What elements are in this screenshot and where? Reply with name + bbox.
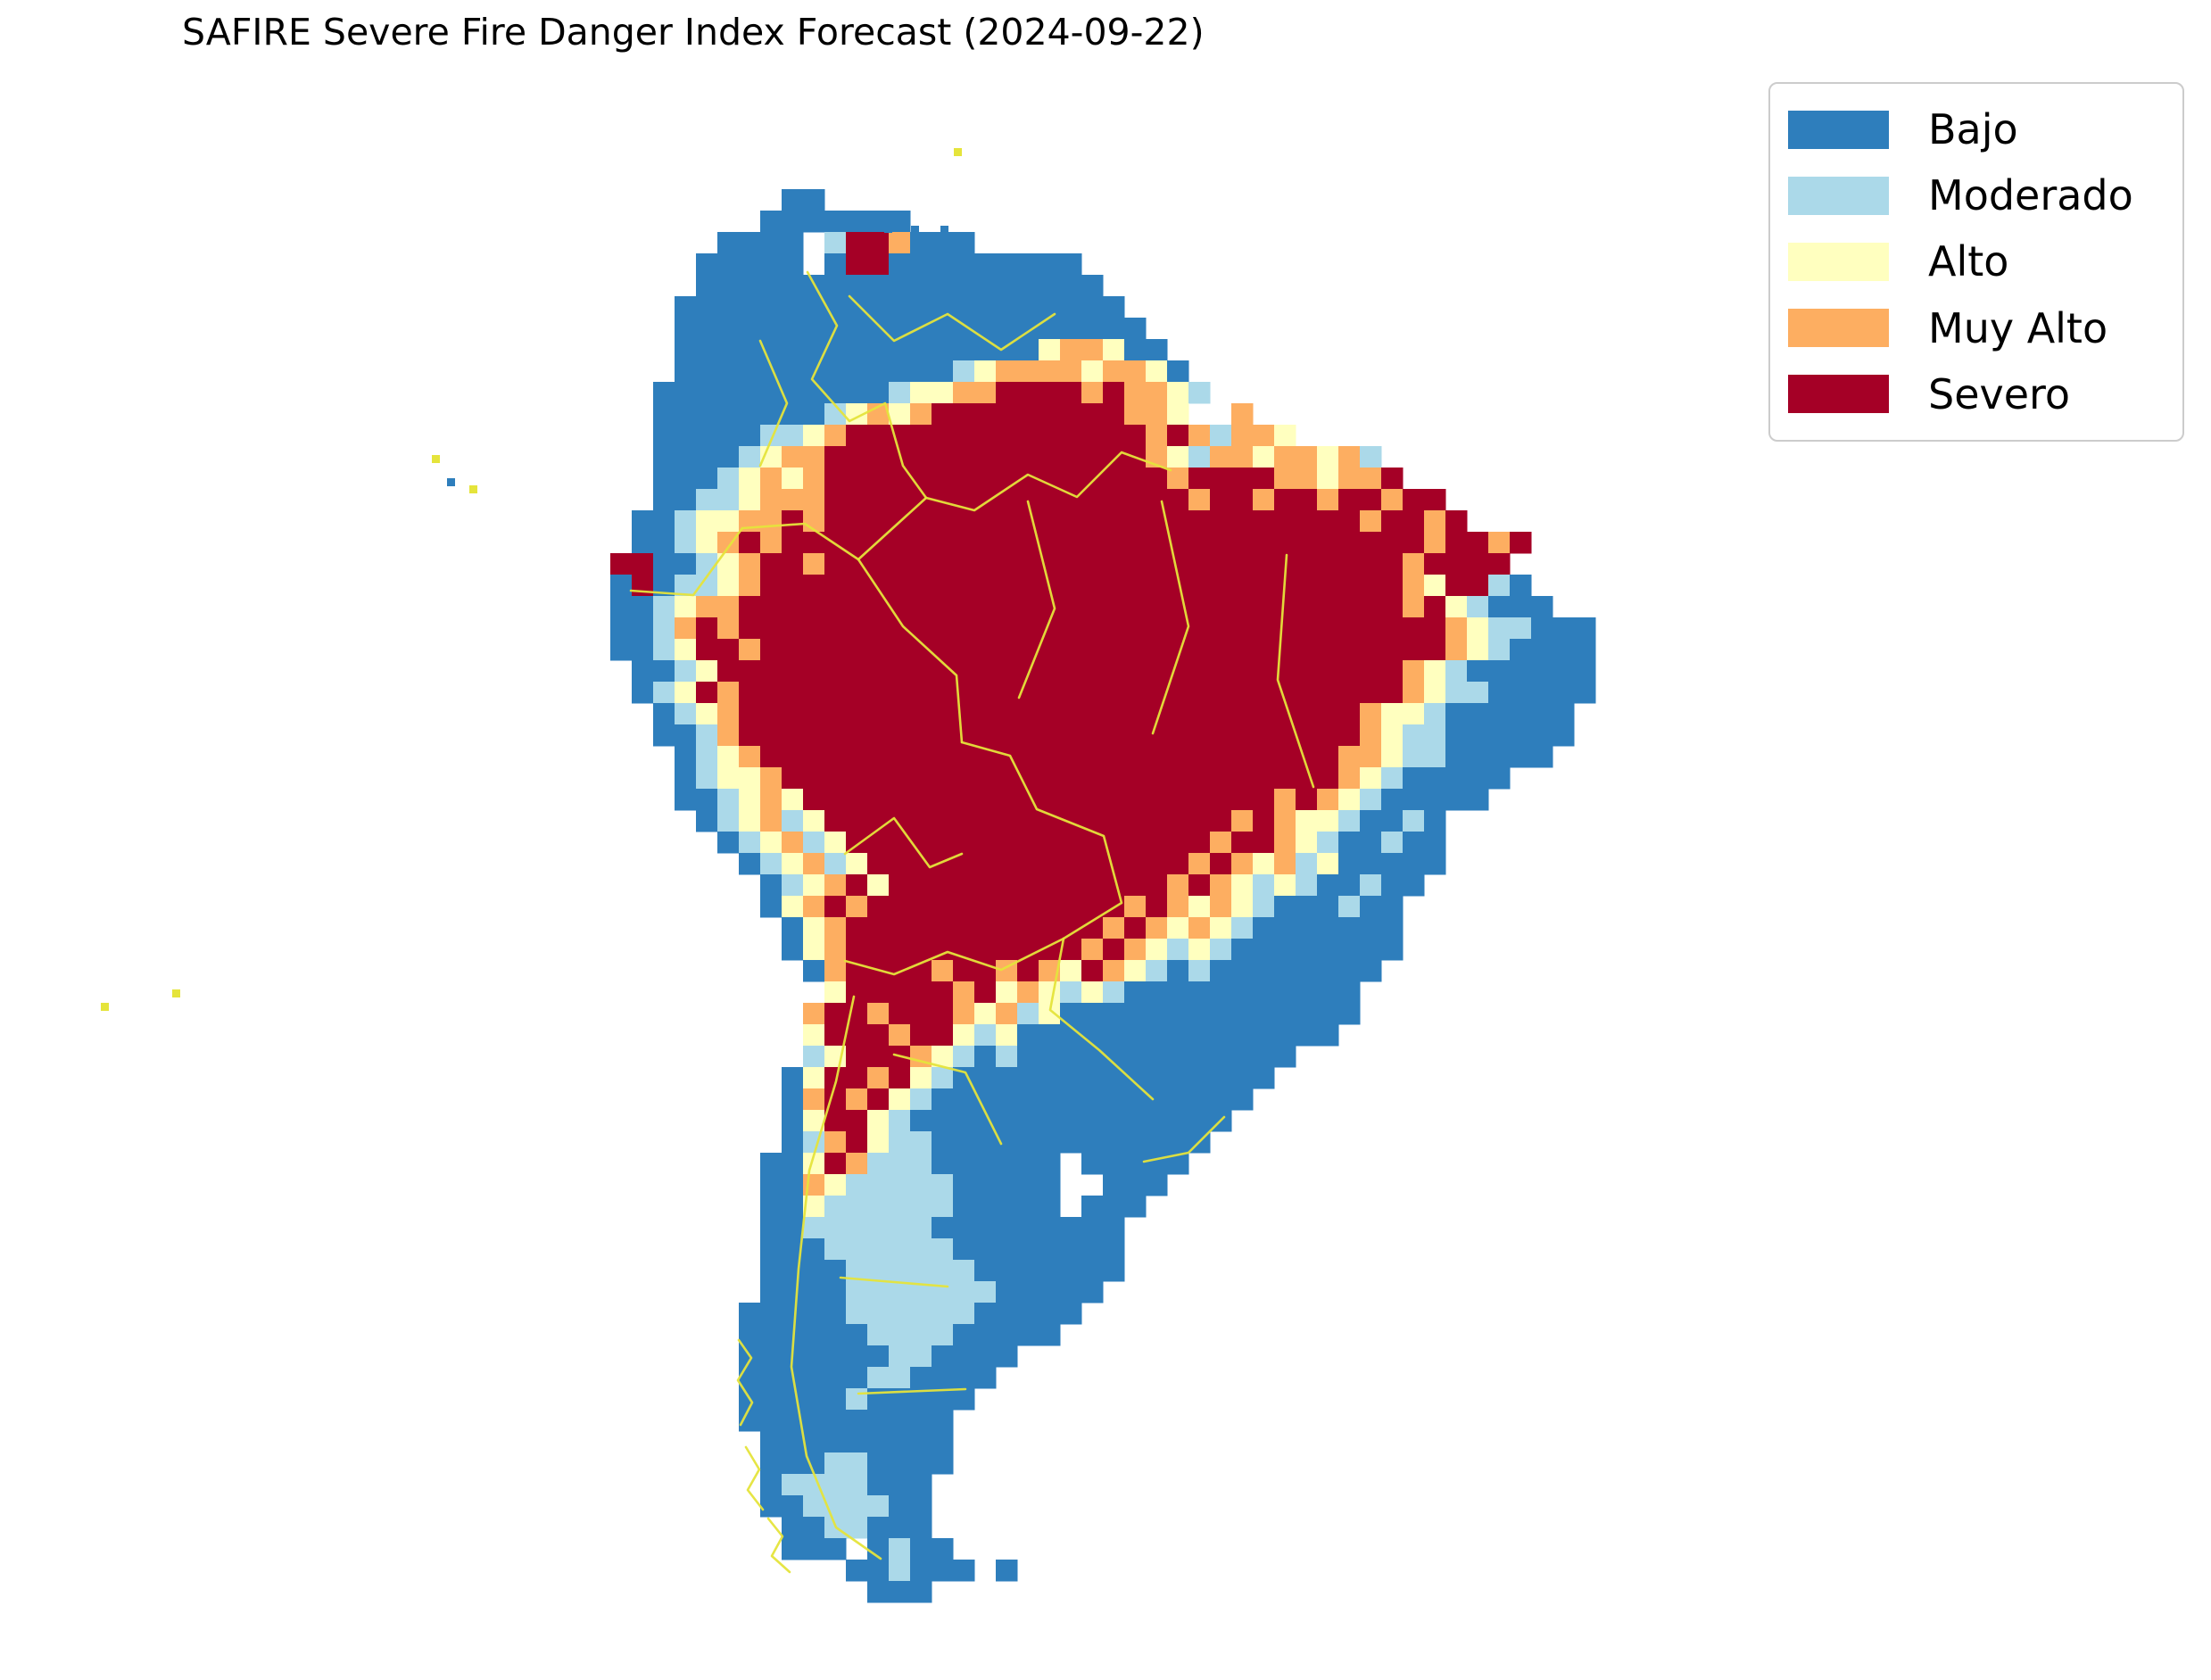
legend-label-moderado: Moderado	[1928, 171, 2133, 220]
legend-label-alto: Alto	[1928, 237, 2009, 286]
legend-swatch-bajo	[1788, 110, 1889, 149]
page-title: SAFIRE Severe Fire Danger Index Forecast…	[182, 11, 1205, 54]
legend-label-severo: Severo	[1928, 369, 2071, 418]
legend-swatch-muy-alto	[1788, 309, 1889, 348]
legend-item-muy-alto: Muy Alto	[1788, 302, 2182, 354]
legend-item-severo: Severo	[1788, 368, 2182, 420]
legend-item-moderado: Moderado	[1788, 170, 2182, 221]
legend-swatch-moderado	[1788, 176, 1889, 215]
legend-swatch-alto	[1788, 242, 1889, 281]
legend-label-bajo: Bajo	[1928, 105, 2018, 154]
legend-item-alto: Alto	[1788, 236, 2182, 287]
legend-item-bajo: Bajo	[1788, 103, 2182, 155]
legend-swatch-severo	[1788, 375, 1889, 414]
legend-label-muy-alto: Muy Alto	[1928, 303, 2108, 352]
legend: Bajo Moderado Alto Muy Alto Severo	[1768, 82, 2184, 442]
